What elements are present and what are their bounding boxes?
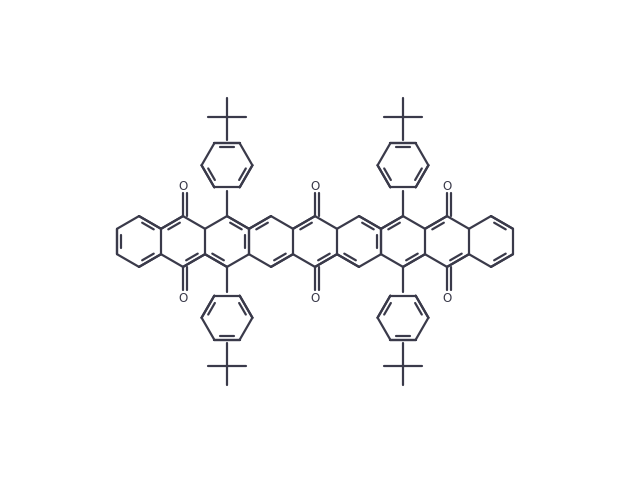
Text: O: O bbox=[442, 291, 452, 304]
Text: O: O bbox=[442, 180, 452, 193]
Text: O: O bbox=[178, 180, 188, 193]
Text: O: O bbox=[311, 180, 319, 193]
Text: O: O bbox=[178, 291, 188, 304]
Text: O: O bbox=[311, 291, 319, 304]
